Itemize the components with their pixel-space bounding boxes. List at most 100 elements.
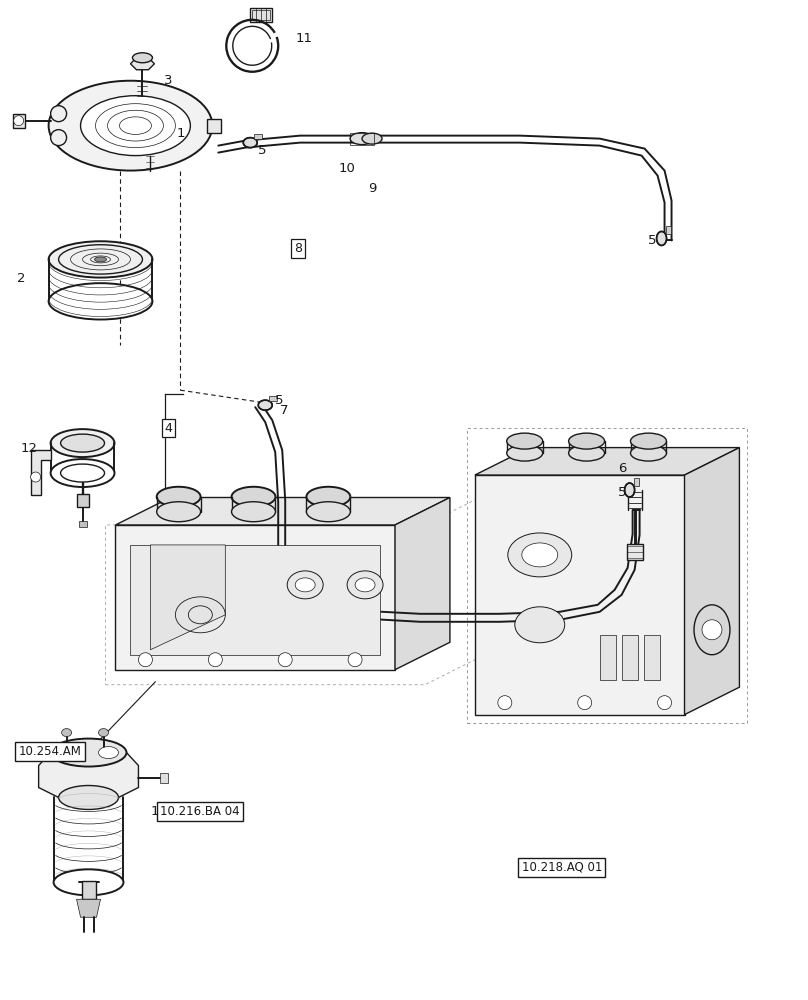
Polygon shape [475,475,684,715]
FancyBboxPatch shape [13,114,25,128]
Ellipse shape [306,487,351,507]
Ellipse shape [657,231,667,245]
Polygon shape [475,448,739,475]
Circle shape [702,620,722,640]
FancyBboxPatch shape [252,10,270,20]
FancyBboxPatch shape [78,521,86,527]
Ellipse shape [522,543,558,567]
FancyBboxPatch shape [250,8,272,22]
Ellipse shape [243,138,257,148]
Ellipse shape [569,433,604,449]
Circle shape [31,472,40,482]
Text: 1: 1 [176,127,185,140]
FancyBboxPatch shape [130,545,380,655]
Ellipse shape [355,578,375,592]
Ellipse shape [630,433,667,449]
FancyBboxPatch shape [633,478,638,486]
FancyBboxPatch shape [621,635,638,680]
Text: 10.254.AM: 10.254.AM [19,745,82,758]
Ellipse shape [61,729,72,737]
Ellipse shape [515,607,565,643]
Circle shape [51,130,66,146]
FancyBboxPatch shape [82,881,95,899]
Text: 3: 3 [164,74,173,87]
Polygon shape [684,448,739,715]
Text: 5: 5 [647,234,656,247]
Ellipse shape [133,53,153,63]
Ellipse shape [625,483,634,497]
Circle shape [51,106,66,122]
Ellipse shape [61,747,81,759]
Ellipse shape [51,739,127,767]
Circle shape [578,696,591,710]
FancyBboxPatch shape [255,134,263,139]
Ellipse shape [306,502,351,522]
Text: 6: 6 [617,462,626,475]
FancyBboxPatch shape [644,635,659,680]
Polygon shape [39,753,138,797]
Text: 5: 5 [617,486,626,499]
Ellipse shape [95,257,107,262]
Ellipse shape [48,283,153,320]
FancyBboxPatch shape [77,494,89,507]
Ellipse shape [350,133,374,145]
Ellipse shape [507,445,543,461]
Ellipse shape [99,729,108,737]
Ellipse shape [51,459,115,487]
Text: 11: 11 [295,32,312,45]
Ellipse shape [259,400,272,410]
Circle shape [278,653,292,667]
FancyBboxPatch shape [161,773,168,783]
Ellipse shape [507,433,543,449]
Polygon shape [31,450,51,495]
Circle shape [348,653,362,667]
Polygon shape [150,545,225,650]
Ellipse shape [347,571,383,599]
Ellipse shape [59,786,119,809]
Ellipse shape [48,81,213,171]
Text: 12: 12 [21,442,38,455]
Text: 13: 13 [150,805,167,818]
Text: 2: 2 [17,272,25,285]
Circle shape [208,653,222,667]
Ellipse shape [51,429,115,457]
Polygon shape [395,498,450,670]
Polygon shape [77,899,100,917]
Polygon shape [130,58,154,70]
Text: 8: 8 [294,242,302,255]
Text: 10: 10 [338,162,355,175]
Ellipse shape [630,445,667,461]
Circle shape [14,116,23,126]
Ellipse shape [232,487,276,507]
Circle shape [498,696,511,710]
Text: 5: 5 [276,394,284,407]
Ellipse shape [157,487,200,507]
Ellipse shape [53,869,124,895]
Polygon shape [116,498,450,525]
Ellipse shape [232,502,276,522]
FancyBboxPatch shape [600,635,616,680]
Ellipse shape [569,445,604,461]
Circle shape [658,696,671,710]
Text: 10.218.AQ 01: 10.218.AQ 01 [522,861,602,874]
Text: 4: 4 [165,422,172,435]
Ellipse shape [287,571,323,599]
Ellipse shape [507,533,572,577]
FancyBboxPatch shape [627,544,642,560]
Ellipse shape [99,747,119,759]
Ellipse shape [295,578,315,592]
Text: 7: 7 [280,404,288,417]
Ellipse shape [694,605,730,655]
Ellipse shape [362,133,382,144]
FancyBboxPatch shape [269,396,277,401]
Text: 10.216.BA 04: 10.216.BA 04 [161,805,240,818]
Ellipse shape [157,502,200,522]
Text: 9: 9 [368,182,377,195]
Ellipse shape [61,464,104,482]
FancyBboxPatch shape [208,119,221,133]
Circle shape [138,653,153,667]
Ellipse shape [48,241,153,278]
Ellipse shape [81,96,191,156]
FancyBboxPatch shape [666,226,671,234]
Text: 5: 5 [259,144,267,157]
